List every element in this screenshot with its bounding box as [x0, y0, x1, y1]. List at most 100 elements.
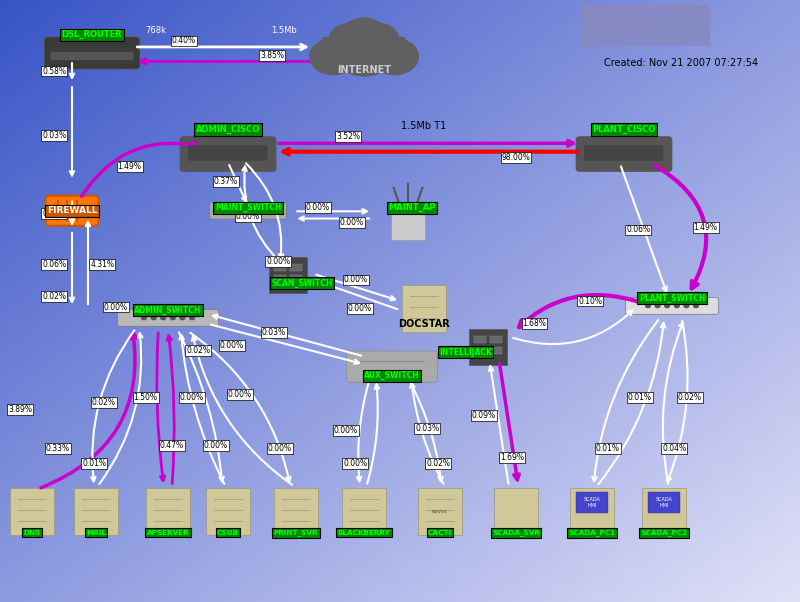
- Text: 3.85%: 3.85%: [260, 51, 284, 60]
- FancyBboxPatch shape: [322, 37, 406, 67]
- Text: 0.10%: 0.10%: [578, 297, 602, 305]
- Text: MAINT_AP: MAINT_AP: [388, 203, 436, 213]
- Text: 0.33%: 0.33%: [46, 444, 70, 453]
- FancyBboxPatch shape: [586, 5, 710, 45]
- FancyBboxPatch shape: [474, 336, 486, 343]
- Text: 3.52%: 3.52%: [336, 132, 360, 141]
- Text: 0.00%: 0.00%: [306, 203, 330, 212]
- Text: INTELLIJACK: INTELLIJACK: [439, 348, 492, 356]
- Text: 0.03%: 0.03%: [262, 328, 286, 337]
- Text: SCADA_PC2: SCADA_PC2: [641, 529, 687, 536]
- FancyBboxPatch shape: [290, 264, 302, 271]
- FancyBboxPatch shape: [290, 275, 302, 282]
- Text: 0.02%: 0.02%: [186, 346, 210, 355]
- Text: 1.5Mb T1: 1.5Mb T1: [402, 122, 446, 131]
- FancyBboxPatch shape: [642, 488, 686, 535]
- Text: 1.69%: 1.69%: [500, 453, 524, 462]
- Text: 0.00%: 0.00%: [340, 219, 364, 227]
- Text: SCADA
HMI: SCADA HMI: [655, 497, 673, 508]
- Text: AUX_SWITCH: AUX_SWITCH: [364, 371, 420, 380]
- Text: 0.00%: 0.00%: [334, 426, 358, 435]
- FancyBboxPatch shape: [146, 488, 190, 535]
- FancyBboxPatch shape: [594, 5, 710, 43]
- Text: MAINT_SWITCH: MAINT_SWITCH: [215, 203, 281, 213]
- FancyBboxPatch shape: [586, 5, 710, 45]
- Text: INTERNET: INTERNET: [337, 65, 391, 75]
- FancyBboxPatch shape: [582, 5, 710, 46]
- FancyBboxPatch shape: [626, 297, 718, 314]
- FancyBboxPatch shape: [591, 5, 710, 43]
- Text: CACTI: CACTI: [428, 530, 452, 536]
- Circle shape: [646, 304, 650, 308]
- Text: 0.00%: 0.00%: [104, 303, 128, 311]
- FancyBboxPatch shape: [180, 137, 276, 172]
- FancyBboxPatch shape: [590, 5, 710, 44]
- Text: 0.47%: 0.47%: [160, 441, 184, 450]
- Text: 1.5Mb: 1.5Mb: [271, 26, 297, 35]
- Circle shape: [231, 209, 236, 213]
- Text: 0.00%: 0.00%: [343, 459, 367, 468]
- FancyBboxPatch shape: [592, 5, 710, 43]
- FancyBboxPatch shape: [583, 5, 710, 46]
- Text: 3.89%: 3.89%: [8, 405, 32, 414]
- Text: 1.68%: 1.68%: [522, 320, 546, 328]
- Text: 0.37%: 0.37%: [214, 178, 238, 186]
- Text: 0.03%: 0.03%: [42, 131, 66, 140]
- FancyBboxPatch shape: [584, 145, 663, 161]
- FancyBboxPatch shape: [589, 5, 710, 45]
- Text: 0.09%: 0.09%: [472, 411, 496, 420]
- Text: 0.06%: 0.06%: [42, 261, 66, 269]
- FancyBboxPatch shape: [342, 488, 386, 535]
- Text: 0.40%: 0.40%: [172, 37, 196, 45]
- FancyBboxPatch shape: [46, 196, 98, 226]
- Circle shape: [250, 209, 255, 213]
- Text: 0.00%: 0.00%: [344, 276, 368, 284]
- Circle shape: [332, 28, 396, 76]
- Text: 0.04%: 0.04%: [662, 444, 686, 453]
- FancyBboxPatch shape: [593, 5, 710, 43]
- FancyBboxPatch shape: [594, 5, 710, 43]
- Text: 0.01%: 0.01%: [628, 393, 652, 402]
- Circle shape: [684, 304, 689, 308]
- FancyBboxPatch shape: [469, 329, 507, 365]
- FancyBboxPatch shape: [346, 351, 438, 382]
- FancyBboxPatch shape: [490, 336, 502, 343]
- Circle shape: [342, 18, 386, 52]
- Text: 0.00%: 0.00%: [268, 444, 292, 453]
- FancyBboxPatch shape: [418, 488, 462, 535]
- Text: DOCSTAR: DOCSTAR: [398, 319, 450, 329]
- Circle shape: [330, 23, 370, 54]
- Text: 0.02%: 0.02%: [426, 459, 450, 468]
- Text: PLANT_CISCO: PLANT_CISCO: [592, 125, 656, 134]
- Text: ADMIN_SWITCH: ADMIN_SWITCH: [134, 305, 202, 315]
- Text: 0.00%: 0.00%: [228, 390, 252, 399]
- FancyBboxPatch shape: [590, 5, 710, 44]
- Text: 0.00%: 0.00%: [348, 304, 372, 312]
- Circle shape: [310, 39, 358, 75]
- FancyBboxPatch shape: [582, 5, 710, 46]
- Text: DNS: DNS: [23, 530, 41, 536]
- FancyBboxPatch shape: [490, 347, 502, 354]
- Text: 768k: 768k: [146, 26, 166, 35]
- Text: wvvvv: wvvvv: [432, 509, 448, 514]
- FancyBboxPatch shape: [590, 5, 710, 44]
- Circle shape: [142, 316, 146, 320]
- Text: 0.07%: 0.07%: [42, 209, 66, 218]
- Text: FIREWALL: FIREWALL: [46, 206, 98, 215]
- Text: SCADA_SVR: SCADA_SVR: [492, 529, 540, 536]
- FancyBboxPatch shape: [576, 137, 672, 172]
- FancyBboxPatch shape: [585, 5, 710, 46]
- FancyBboxPatch shape: [269, 257, 307, 293]
- FancyBboxPatch shape: [274, 488, 318, 535]
- Circle shape: [180, 316, 185, 320]
- FancyBboxPatch shape: [391, 206, 425, 240]
- Text: 1.50%: 1.50%: [134, 393, 158, 402]
- FancyBboxPatch shape: [474, 347, 486, 354]
- FancyBboxPatch shape: [44, 37, 140, 69]
- Text: 98.00%: 98.00%: [502, 154, 530, 162]
- FancyBboxPatch shape: [584, 5, 710, 46]
- Circle shape: [655, 304, 660, 308]
- FancyBboxPatch shape: [188, 145, 267, 161]
- FancyBboxPatch shape: [494, 488, 538, 535]
- Text: 0.00%: 0.00%: [236, 213, 260, 221]
